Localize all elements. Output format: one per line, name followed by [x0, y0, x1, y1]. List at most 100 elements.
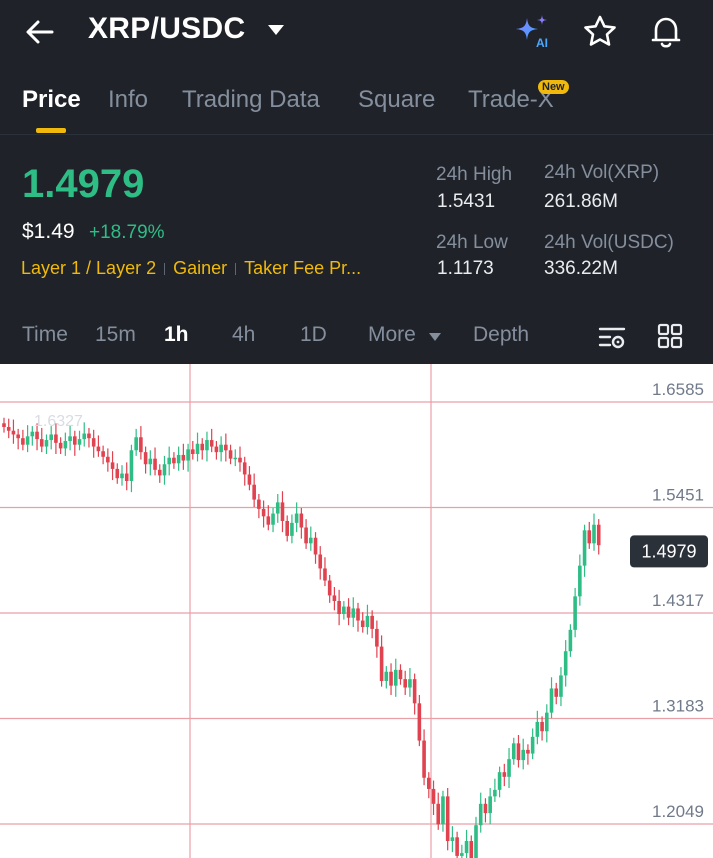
candle-body [568, 629, 573, 652]
candle-body [318, 554, 323, 569]
candle-body [49, 434, 53, 441]
tag-gainer[interactable]: Gainer [173, 258, 228, 278]
candle-body [11, 430, 16, 435]
tf-15m[interactable]: 15m [95, 323, 136, 346]
candle-body [167, 457, 171, 465]
current-price-tag [630, 535, 708, 568]
candle [68, 425, 72, 451]
candle-body [115, 468, 120, 479]
candle-body [379, 646, 384, 682]
candle-body [474, 825, 478, 858]
y-axis-labels: 1.6585 1.5451 1.4317 1.3183 1.2049 1.6327 1.49… [34, 380, 708, 821]
candle-body [153, 458, 157, 470]
candle-body [209, 440, 214, 447]
candle-body [257, 499, 261, 509]
candle-body [559, 675, 563, 697]
candle-body [30, 431, 35, 437]
candle-body [483, 803, 488, 814]
candle [521, 738, 525, 770]
candle [337, 589, 341, 626]
candle [233, 449, 238, 467]
candle [280, 491, 285, 533]
candle-body [186, 449, 190, 461]
candle [408, 667, 412, 697]
tag-layer[interactable]: Layer 1 / Layer 2 [21, 258, 157, 278]
candle [153, 447, 157, 476]
candle [35, 423, 39, 451]
candle-body [592, 524, 596, 544]
candle [25, 425, 30, 453]
candle-body [497, 772, 502, 790]
candle [309, 526, 313, 551]
tf-1h[interactable]: 1h [164, 323, 189, 346]
tf-more[interactable]: More [368, 323, 416, 346]
price-chart[interactable]: 1.6585 1.5451 1.4317 1.3183 1.2049 1.6327 1.49… [0, 364, 713, 858]
candle [412, 673, 417, 715]
candle-body [261, 508, 266, 517]
candle [493, 778, 497, 802]
pair-title[interactable]: XRP/USDC [88, 12, 246, 45]
tf-depth[interactable]: Depth [473, 323, 530, 346]
indicator-settings-icon[interactable] [597, 322, 627, 352]
page-tabs: Price Info Trading Data Square Trade-X [0, 76, 713, 135]
candle-body [68, 436, 72, 441]
candle [87, 427, 91, 448]
candle-body [488, 796, 492, 814]
star-icon[interactable] [580, 12, 620, 52]
candle-body [157, 469, 162, 476]
candle [436, 792, 441, 830]
current-price-label: 1.4979 [641, 541, 696, 561]
candle-body [441, 796, 445, 825]
tab-trading-data[interactable]: Trading Data [182, 86, 320, 113]
candle [356, 602, 360, 632]
candle [44, 434, 49, 455]
candle [257, 494, 261, 519]
candle-body [346, 606, 351, 618]
candle [474, 816, 478, 858]
tag-taker-fee[interactable]: Taker Fee Pr... [244, 258, 362, 278]
candlestick-chart[interactable]: 1.6585 1.5451 1.4317 1.3183 1.2049 1.6327 1.49… [0, 364, 713, 858]
candle [563, 640, 568, 687]
candle-body [205, 440, 209, 451]
candle [450, 826, 455, 853]
candle-body [535, 721, 540, 737]
candle-body [526, 749, 530, 754]
bell-icon[interactable] [646, 12, 686, 52]
tab-price[interactable]: Price [22, 86, 81, 113]
candle-body [35, 431, 39, 440]
tab-info[interactable]: Info [108, 86, 149, 113]
candle [63, 432, 68, 456]
candle [91, 429, 96, 458]
ai-sparkle-icon[interactable]: AI [512, 12, 552, 52]
tf-4h[interactable]: 4h [232, 323, 256, 346]
candle-body [87, 433, 91, 439]
more-caret-icon[interactable] [428, 332, 442, 342]
back-arrow-icon[interactable] [22, 14, 58, 50]
candle [427, 772, 431, 799]
candle [49, 426, 53, 450]
stat-vol-quote-value: 336.22M [544, 258, 618, 279]
tf-time[interactable]: Time [22, 323, 68, 346]
candle-body [342, 606, 346, 615]
candle [398, 664, 403, 685]
candle [247, 466, 252, 491]
candle [129, 444, 134, 493]
candle [379, 635, 384, 687]
candle-body [578, 565, 582, 597]
tf-1d[interactable]: 1D [300, 323, 327, 346]
candle-body [427, 777, 431, 789]
candle-body [573, 596, 577, 630]
chevron-down-icon[interactable] [266, 22, 286, 38]
candle-body [540, 721, 544, 732]
layout-grid-icon[interactable] [656, 322, 684, 350]
candle [82, 422, 87, 447]
candle [389, 663, 393, 695]
candle-body [327, 580, 332, 596]
candle [549, 677, 554, 719]
candle [445, 787, 450, 851]
candle-body [356, 608, 360, 621]
stat-high-label: 24h High [436, 164, 513, 185]
candle-body [507, 759, 511, 777]
tab-square[interactable]: Square [358, 86, 436, 113]
candle [304, 519, 308, 549]
